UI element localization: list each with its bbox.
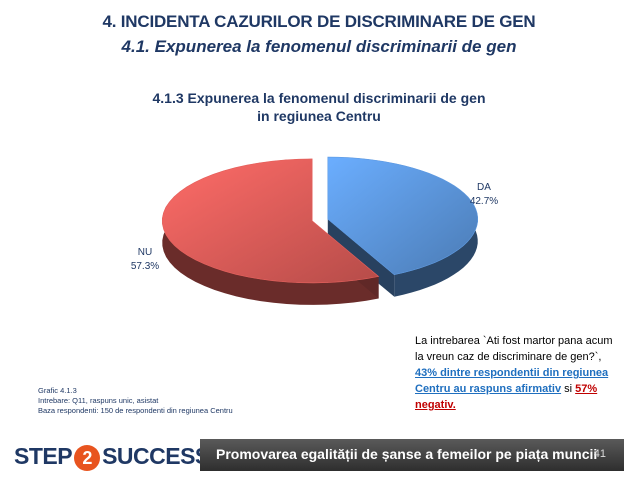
footer-banner: Promovarea egalității de șanse a femeilo… [200, 439, 624, 471]
banner-text: Promovarea egalității de șanse a femeilo… [216, 446, 598, 462]
pie-slice-nu [161, 158, 380, 305]
source-info: Grafic 4.1.3 Intrebare: Q11, raspuns uni… [38, 386, 233, 416]
step2success-logo: STEP 2 SUCCESS [14, 443, 210, 471]
page-number: 41 [593, 448, 606, 460]
page-title: 4. INCIDENTA CAZURILOR DE DISCRIMINARE D… [102, 12, 536, 31]
note-negative: 57% negativ. [415, 383, 598, 411]
question-info: Intrebare: Q11, raspuns unic, asistat [38, 396, 159, 405]
chart-title: 4.1.3 Expunerea la fenomenul discriminar… [152, 90, 486, 106]
logo-text-success: SUCCESS [102, 443, 210, 469]
slice-side-nu [162, 158, 379, 305]
footer: STEP 2 SUCCESS Promovarea egalității de șa… [0, 433, 638, 479]
slice-value-da: 42.7% [469, 196, 499, 207]
note-connector: si [561, 383, 576, 395]
slice-name-da: DA [477, 182, 491, 193]
pie-slice-da [327, 156, 478, 297]
note-highlight: 43% dintre respondentii din regiunea Cen… [415, 367, 609, 395]
slice-value-nu: 57.3% [130, 261, 160, 272]
chart-number: Grafic 4.1.3 [38, 386, 77, 395]
slice-label-da: DA 42.7% [462, 181, 506, 209]
slice-top-nu [161, 158, 380, 284]
respondent-base: Baza respondenti: 150 de respondenti din… [38, 406, 233, 415]
summary-note: La intrebarea `Ati fost martor pana acum… [415, 333, 615, 413]
slice-top-da [327, 156, 478, 276]
slice-name-nu: NU [137, 247, 153, 258]
slice-label-nu: NU 57.3% [122, 246, 168, 274]
page-subtitle: 4.1. Expunerea la fenomenul discriminari… [121, 37, 517, 56]
chart-title-line2: in regiunea Centru [257, 108, 381, 124]
logo-text-step: STEP [14, 443, 73, 469]
note-text: La intrebarea `Ati fost martor pana acum… [415, 335, 613, 363]
logo-circle-two: 2 [74, 444, 101, 471]
